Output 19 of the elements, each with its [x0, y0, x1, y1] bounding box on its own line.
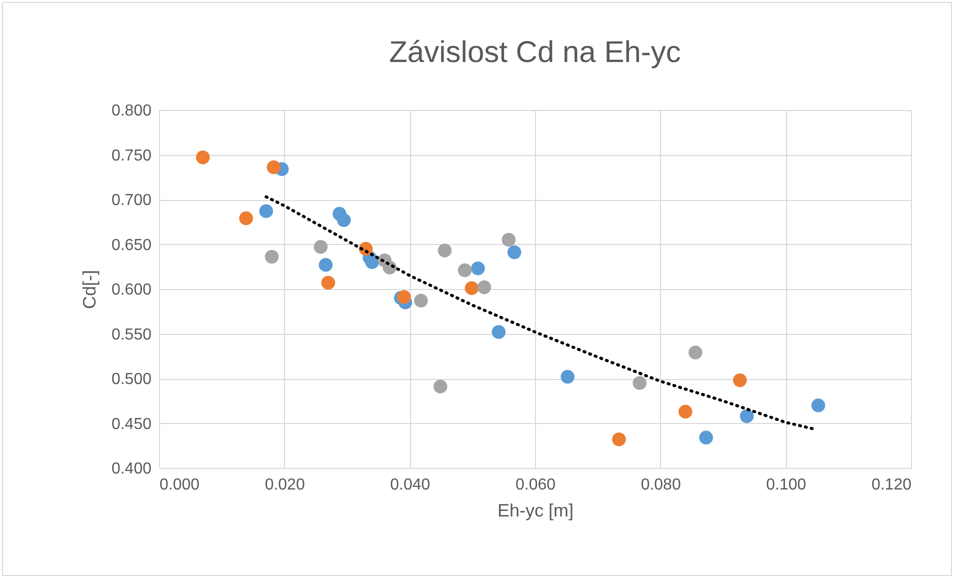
y-axis-title: Cd[-]: [79, 270, 100, 310]
y-tick-label: 0.550: [111, 326, 152, 344]
y-tick-label: 0.400: [111, 460, 152, 478]
x-axis-title: Eh-yc [m]: [497, 500, 574, 520]
x-tick-label: 0.120: [871, 476, 912, 494]
x-tick-label: 0.000: [160, 476, 200, 494]
chart-title: Závislost Cd na Eh-yc: [389, 36, 681, 69]
x-tick-label: 0.060: [515, 476, 556, 494]
x-tick-label: 0.080: [640, 476, 681, 494]
y-tick-label: 0.700: [111, 192, 152, 209]
x-tick-label: 0.100: [766, 476, 806, 494]
y-tick-label: 0.650: [111, 236, 152, 254]
y-tick-label: 0.800: [111, 102, 152, 120]
y-tick-label: 0.600: [111, 282, 152, 298]
y-tick-label: 0.750: [111, 147, 152, 164]
y-tick-label: 0.500: [111, 371, 152, 388]
x-tick-label: 0.020: [264, 476, 305, 494]
x-tick-label: 0.040: [390, 476, 430, 494]
y-tick-label: 0.450: [111, 416, 152, 433]
